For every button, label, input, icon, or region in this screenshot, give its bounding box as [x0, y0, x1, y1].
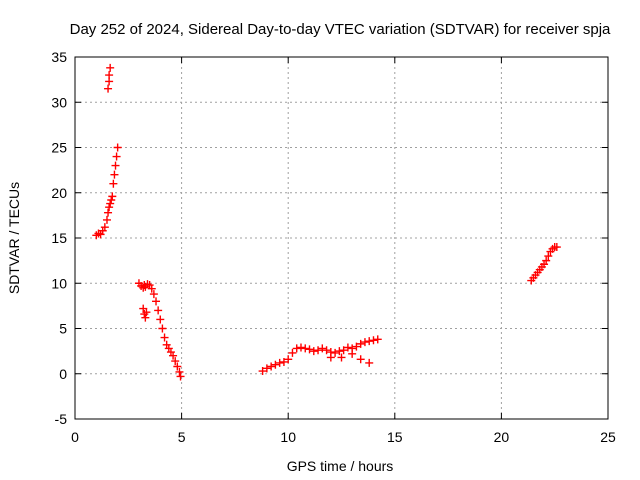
- data-point: [141, 313, 150, 322]
- x-tick-label: 5: [178, 429, 186, 445]
- data-point: [348, 349, 357, 358]
- data-point: [360, 338, 369, 347]
- y-tick-label: 5: [59, 321, 67, 337]
- data-point: [108, 192, 117, 201]
- data-point: [106, 199, 115, 208]
- y-tick-label: 30: [51, 94, 67, 110]
- data-point: [156, 315, 165, 324]
- y-tick-label: 10: [51, 275, 67, 291]
- data-point: [113, 143, 122, 152]
- data-point: [171, 357, 180, 366]
- data-point: [109, 179, 118, 188]
- data-point: [258, 367, 267, 376]
- x-tick-label: 20: [494, 429, 510, 445]
- data-point: [373, 335, 382, 344]
- data-point: [279, 357, 288, 366]
- data-point: [105, 203, 114, 212]
- y-tick-label: 25: [51, 140, 67, 156]
- chart-title: Day 252 of 2024, Sidereal Day-to-day VTE…: [70, 21, 611, 38]
- data-point: [267, 362, 276, 371]
- data-point: [158, 324, 167, 333]
- x-tick-label: 0: [71, 429, 79, 445]
- data-point: [152, 297, 161, 306]
- data-point: [112, 152, 121, 161]
- data-point: [149, 290, 158, 299]
- data-point: [154, 306, 163, 315]
- data-point: [288, 348, 297, 357]
- x-tick-label: 25: [600, 429, 616, 445]
- data-point: [356, 355, 365, 364]
- data-point: [175, 367, 184, 376]
- data-point: [111, 161, 120, 170]
- y-tick-label: 20: [51, 185, 67, 201]
- data-point: [343, 343, 352, 352]
- y-tick-label: 0: [59, 366, 67, 382]
- x-axis-label: GPS time / hours: [287, 458, 394, 474]
- data-point: [309, 347, 318, 356]
- y-tick-label: -5: [55, 411, 68, 427]
- data-point: [544, 252, 553, 261]
- plot-frame: [74, 56, 609, 420]
- data-point: [275, 358, 284, 367]
- x-tick-label: 10: [280, 429, 296, 445]
- data-point: [147, 284, 156, 293]
- data-point: [160, 333, 169, 342]
- data-point: [142, 308, 151, 317]
- data-point: [335, 347, 344, 356]
- data-points: [92, 63, 561, 381]
- data-point: [356, 339, 365, 348]
- data-point: [105, 71, 114, 80]
- data-point: [292, 344, 301, 353]
- data-point: [352, 342, 361, 351]
- data-point: [104, 208, 113, 217]
- data-point: [326, 353, 335, 362]
- data-point: [301, 344, 310, 353]
- data-point: [322, 346, 331, 355]
- data-point: [102, 215, 111, 224]
- data-point: [331, 348, 340, 357]
- data-point: [110, 170, 119, 179]
- data-point: [365, 358, 374, 367]
- data-point: [542, 256, 551, 265]
- x-tick-label: 15: [387, 429, 403, 445]
- data-point: [173, 362, 182, 371]
- data-point: [314, 346, 323, 355]
- data-point: [271, 360, 280, 369]
- data-point: [365, 337, 374, 346]
- data-point: [169, 351, 178, 360]
- data-point: [339, 346, 348, 355]
- data-point: [296, 343, 305, 352]
- y-tick-label: 15: [51, 230, 67, 246]
- data-point: [305, 345, 314, 354]
- data-point: [369, 336, 378, 345]
- data-point: [318, 344, 327, 353]
- data-point: [337, 353, 346, 362]
- data-point: [100, 223, 109, 232]
- data-point: [284, 355, 293, 364]
- data-point: [552, 243, 561, 252]
- data-point: [107, 195, 116, 204]
- data-point: [104, 84, 113, 93]
- data-point: [176, 372, 185, 381]
- y-axis-label: SDTVAR / TECUs: [6, 182, 22, 294]
- data-point: [106, 63, 115, 72]
- data-point: [262, 364, 271, 373]
- grid: [75, 57, 608, 419]
- y-tick-label: 35: [51, 49, 67, 65]
